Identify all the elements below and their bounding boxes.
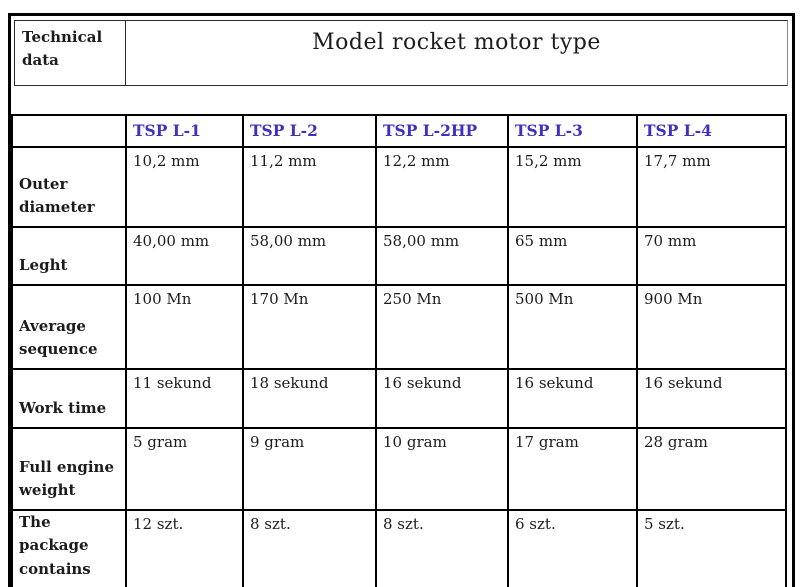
- table-row-outer-diameter: Outer diameter 10,2 mm 11,2 mm 12,2 mm 1…: [11, 146, 787, 228]
- row-label: Work time: [11, 368, 127, 429]
- cell-value: 900 Mn: [636, 284, 787, 370]
- cell-value: 17,7 mm: [636, 146, 787, 228]
- column-header-blank: [11, 114, 127, 148]
- cell-value: 170 Mn: [242, 284, 377, 370]
- cell-value: 10 gram: [375, 427, 509, 511]
- cell-value: 10,2 mm: [125, 146, 244, 228]
- cell-value: 5 gram: [125, 427, 244, 511]
- cell-value: 8 szt.: [375, 509, 509, 587]
- cell-value: 58,00 mm: [375, 226, 509, 286]
- row-label: Full engine weight: [11, 427, 127, 511]
- table-title-row: Technical data Model rocket motor type: [14, 20, 788, 86]
- cell-value: 5 szt.: [636, 509, 787, 587]
- table-row-full-engine-weight: Full engine weight 5 gram 9 gram 10 gram…: [11, 427, 787, 511]
- cell-value: 15,2 mm: [507, 146, 638, 228]
- spec-table-frame: Technical data Model rocket motor type T…: [8, 13, 795, 587]
- row-label: Leght: [11, 226, 127, 286]
- column-header-tsp-l2: TSP L-2: [242, 114, 377, 148]
- cell-value: 17 gram: [507, 427, 638, 511]
- cell-value: 18 sekund: [242, 368, 377, 429]
- cell-value: 8 szt.: [242, 509, 377, 587]
- cell-value: 500 Mn: [507, 284, 638, 370]
- row-label: Average sequence: [11, 284, 127, 370]
- row-label: Outer diameter: [11, 146, 127, 228]
- column-header-tsp-l3: TSP L-3: [507, 114, 638, 148]
- column-header-tsp-l4: TSP L-4: [636, 114, 787, 148]
- cell-value: 28 gram: [636, 427, 787, 511]
- table-title-cell: Model rocket motor type: [126, 20, 788, 86]
- technical-data-cell: Technical data: [14, 20, 126, 86]
- column-header-tsp-l2hp: TSP L-2HP: [375, 114, 509, 148]
- cell-value: 11,2 mm: [242, 146, 377, 228]
- cell-value: 12 szt.: [125, 509, 244, 587]
- column-header-tsp-l1: TSP L-1: [125, 114, 244, 148]
- cell-value: 16 sekund: [507, 368, 638, 429]
- table-row-work-time: Work time 11 sekund 18 sekund 16 sekund …: [11, 368, 787, 429]
- cell-value: 40,00 mm: [125, 226, 244, 286]
- cell-value: 70 mm: [636, 226, 787, 286]
- header-spacer: [11, 86, 792, 114]
- column-header-row: TSP L-1 TSP L-2 TSP L-2HP TSP L-3 TSP L-…: [11, 114, 787, 148]
- table-row-length: Leght 40,00 mm 58,00 mm 58,00 mm 65 mm 7…: [11, 226, 787, 286]
- cell-value: 12,2 mm: [375, 146, 509, 228]
- cell-value: 9 gram: [242, 427, 377, 511]
- cell-value: 100 Mn: [125, 284, 244, 370]
- cell-value: 16 sekund: [375, 368, 509, 429]
- technical-data-label: Technical data: [22, 28, 103, 70]
- table-row-average-sequence: Average sequence 100 Mn 170 Mn 250 Mn 50…: [11, 284, 787, 370]
- cell-value: 11 sekund: [125, 368, 244, 429]
- table-title: Model rocket motor type: [312, 30, 601, 55]
- cell-value: 250 Mn: [375, 284, 509, 370]
- row-label: The package contains: [11, 509, 127, 587]
- motor-data-table: TSP L-1 TSP L-2 TSP L-2HP TSP L-3 TSP L-…: [11, 114, 787, 587]
- table-row-package-contains: The package contains 12 szt. 8 szt. 8 sz…: [11, 509, 787, 587]
- cell-value: 65 mm: [507, 226, 638, 286]
- cell-value: 6 szt.: [507, 509, 638, 587]
- cell-value: 16 sekund: [636, 368, 787, 429]
- cell-value: 58,00 mm: [242, 226, 377, 286]
